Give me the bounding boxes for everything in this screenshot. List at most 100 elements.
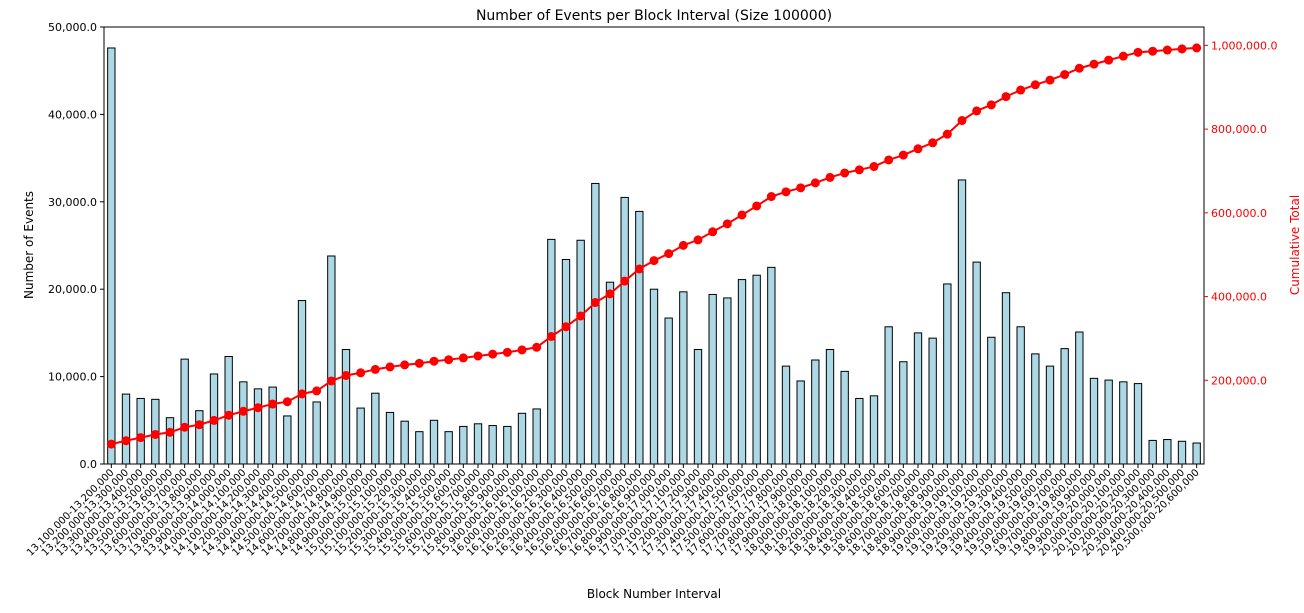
bar <box>1045 365 1055 465</box>
bar <box>928 337 937 465</box>
bar <box>855 397 864 465</box>
bar <box>517 412 527 465</box>
bar <box>180 358 189 465</box>
bar <box>811 359 820 465</box>
bar <box>253 388 263 465</box>
bar <box>297 300 307 465</box>
cumulative-point <box>576 311 586 321</box>
cumulative-point <box>957 116 967 126</box>
bar <box>371 392 380 465</box>
bar <box>1119 381 1128 465</box>
bar <box>767 266 776 465</box>
bar <box>913 332 923 465</box>
bar <box>825 349 835 465</box>
bar <box>532 408 541 465</box>
cumulative-point <box>341 370 351 380</box>
bar <box>327 255 336 465</box>
cumulative-point <box>209 415 219 425</box>
cumulative-point <box>869 162 879 172</box>
bar <box>1192 442 1201 465</box>
bar <box>737 279 747 465</box>
cumulative-point <box>370 364 380 374</box>
cumulative-point <box>722 219 732 229</box>
bar <box>620 196 629 465</box>
y-tick-label: 10,000.0 <box>48 371 97 384</box>
cumulative-point <box>414 358 424 368</box>
cumulative-point <box>825 172 835 182</box>
cumulative-point <box>282 397 292 407</box>
cumulative-point <box>1192 43 1202 53</box>
cumulative-point <box>502 347 512 357</box>
cumulative-point <box>737 210 747 220</box>
cumulative-point <box>224 410 234 420</box>
cumulative-point <box>106 439 116 449</box>
bar <box>356 407 365 465</box>
bar <box>1177 440 1187 465</box>
cumulative-point <box>385 362 395 372</box>
cumulative-point <box>1001 92 1011 102</box>
bar <box>415 431 424 465</box>
bar <box>635 210 644 465</box>
cumulative-point <box>1074 63 1084 73</box>
cumulative-point <box>165 427 175 437</box>
bar <box>136 397 145 465</box>
cumulative-point <box>678 240 688 250</box>
cumulative-point <box>986 100 996 110</box>
cumulative-point <box>590 298 600 308</box>
bar <box>268 386 277 465</box>
y-tick-label: 20,000.0 <box>48 283 97 296</box>
y2-tick-label: 1,000,000.0 <box>1211 39 1277 52</box>
bar <box>796 380 805 465</box>
cumulative-point <box>840 168 850 178</box>
bar <box>649 288 659 465</box>
bar <box>195 410 204 465</box>
cumulative-point <box>268 399 278 409</box>
cumulative-point <box>664 249 674 259</box>
bar <box>1089 377 1099 465</box>
bar <box>899 361 908 465</box>
cumulative-point <box>297 389 307 399</box>
cumulative-point <box>634 264 644 274</box>
cumulative-point <box>517 345 527 355</box>
cumulative-point <box>1060 70 1070 80</box>
cumulative-point <box>972 106 982 116</box>
bar <box>1163 439 1172 465</box>
cumulative-point <box>898 150 908 160</box>
y-tick-label: 40,000.0 <box>48 108 97 121</box>
cumulative-point <box>913 144 923 154</box>
bar <box>224 355 233 465</box>
bar <box>972 261 981 465</box>
bar <box>503 425 512 465</box>
cumulative-point <box>546 331 556 341</box>
bar <box>429 419 439 465</box>
bar <box>957 179 967 465</box>
cumulative-point <box>488 349 498 359</box>
cumulative-point <box>400 360 410 370</box>
cumulative-point <box>649 256 659 266</box>
bar <box>561 258 571 465</box>
bar <box>1104 379 1113 465</box>
bar <box>943 283 952 465</box>
bar <box>239 381 248 465</box>
cumulative-point <box>238 406 248 416</box>
bar <box>884 326 893 465</box>
bar <box>1060 348 1069 465</box>
cumulative-point <box>458 353 468 363</box>
bar <box>576 239 585 465</box>
cumulative-point <box>444 355 454 365</box>
cumulative-point <box>1162 45 1172 55</box>
cumulative-point <box>1133 47 1143 57</box>
y-tick-label: 50,000.0 <box>48 21 97 34</box>
bar <box>488 425 497 465</box>
cumulative-point <box>796 183 806 193</box>
bar <box>693 349 703 465</box>
cumulative-point <box>1177 44 1187 54</box>
y2-tick-label: 600,000.0 <box>1211 207 1267 220</box>
bar <box>121 393 131 465</box>
y2-tick-label: 800,000.0 <box>1211 123 1267 136</box>
cumulative-point <box>1030 80 1040 90</box>
cumulative-point <box>356 368 366 378</box>
cumulative-point <box>781 187 791 197</box>
x-axis-label: Block Number Interval <box>587 587 721 601</box>
